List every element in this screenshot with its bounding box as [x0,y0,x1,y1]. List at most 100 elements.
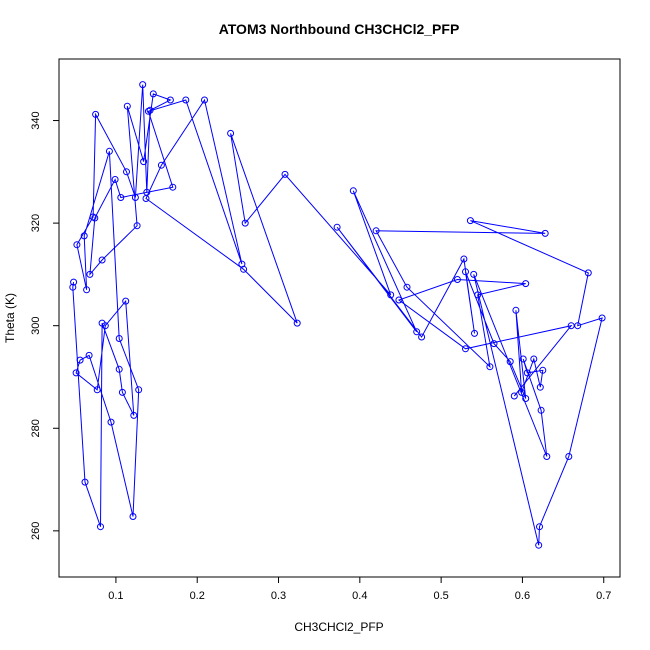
data-point [80,232,88,240]
data-point [293,319,301,327]
data-point [506,358,514,366]
data-point [543,453,551,460]
data-point [474,291,482,299]
data-point [536,383,544,391]
x-axis: 0.1 0.2 0.3 0.4 0.5 0.6 0.7 [108,576,611,602]
data-point [86,270,94,278]
data-point [91,214,99,222]
data-point [83,286,91,294]
plot-frame [58,58,621,578]
data-point [69,283,77,291]
data-point [512,306,520,314]
data-point [519,355,527,363]
data-point [530,355,538,363]
x-tick-label: 0.6 [515,590,530,602]
x-tick-label: 0.4 [352,590,367,602]
data-point [523,369,531,377]
data-point [123,168,130,176]
data-point [510,392,518,400]
x-tick-label: 0.2 [190,590,205,602]
data-point [140,158,148,166]
data-point [118,388,126,396]
y-tick-label: 300 [30,317,42,335]
data-point [92,110,100,118]
data-point [117,194,125,201]
y-axis-label: Theta (K) [3,293,17,343]
data-point [539,366,547,374]
data-point [85,351,93,359]
data-point [535,541,543,549]
data-point [486,363,494,371]
data-point [166,96,174,104]
data-point [372,227,380,235]
data-point [130,411,138,419]
y-tick-label: 280 [30,419,42,437]
data-point [541,229,549,237]
data-point [111,176,119,183]
data-point [129,513,137,520]
data-point [157,161,165,169]
data-point [227,129,235,137]
data-point [142,195,150,202]
data-point [598,314,606,322]
data-point [241,219,249,227]
series-layer [69,81,606,549]
data-point [115,365,123,373]
data-point [333,223,341,231]
data-point [182,96,190,104]
data-point [81,478,89,486]
data-point [418,333,426,341]
data-point [395,296,403,304]
data-point [490,340,498,348]
data-point [240,265,248,273]
data-point [460,255,468,263]
data-point [122,297,130,305]
data-point [72,369,80,377]
data-point [522,280,530,288]
data-point [536,523,543,531]
data-point [466,217,474,225]
y-tick-label: 320 [30,214,42,232]
data-point [135,386,143,394]
data-point [133,222,141,230]
data-point [144,107,152,115]
chart-title: ATOM3 Northbound CH3CHCl2_PFP [219,21,460,37]
data-point [584,269,592,277]
data-point [70,278,78,286]
data-point [281,170,289,178]
x-tick-label: 0.3 [271,590,286,602]
data-point [93,386,101,394]
data-point [413,328,421,336]
data-point [105,147,113,155]
data-point [89,213,97,221]
y-axis: 260 280 300 320 340 [30,111,60,540]
data-point [567,322,575,330]
data-point [131,194,139,201]
data-point [201,96,208,104]
data-point [387,291,395,299]
y-tick-label: 340 [30,111,42,129]
data-point [97,523,104,531]
series-line [72,84,603,546]
data-point [149,90,157,98]
data-point [107,418,115,426]
data-point [169,183,177,191]
data-point [349,187,357,195]
x-axis-label: CH3CHCl2_PFP [294,620,383,634]
data-point [537,406,545,414]
data-point [522,395,530,402]
x-tick-label: 0.1 [108,590,123,602]
data-point [565,453,573,460]
data-point [403,283,411,291]
data-point [462,268,469,276]
data-point [76,356,84,364]
x-tick-label: 0.5 [433,590,448,602]
data-point [146,106,154,114]
data-point [101,322,109,330]
data-point [73,241,81,249]
data-point [471,329,478,337]
y-tick-label: 260 [30,522,42,540]
x-tick-label: 0.7 [596,590,611,602]
data-point [115,335,123,342]
